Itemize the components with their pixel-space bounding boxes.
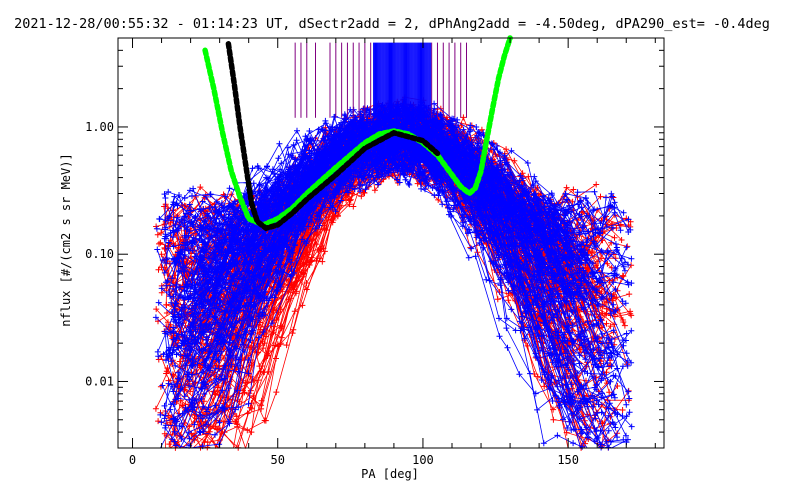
flux-point (503, 146, 510, 153)
flux-point (273, 389, 280, 396)
flux-point (358, 193, 365, 200)
flux-point (153, 306, 160, 313)
flux-point (154, 231, 161, 238)
flux-point (460, 114, 467, 121)
flux-point (604, 260, 611, 267)
flux-point (186, 423, 193, 430)
flux-point (163, 301, 170, 308)
flux-point (361, 190, 368, 196)
flux-point (378, 178, 385, 185)
flux-point (511, 157, 518, 164)
flux-point (550, 416, 557, 423)
flux-point (611, 313, 618, 320)
flux-point (568, 379, 575, 386)
flux-point (293, 137, 300, 144)
flux-point (158, 251, 165, 258)
flux-point (166, 441, 173, 448)
flux-point (621, 322, 628, 329)
flux-point (570, 186, 577, 193)
flux-point (155, 266, 162, 273)
flux-point (216, 425, 223, 432)
flux-point (593, 181, 600, 188)
flux-point (494, 296, 501, 303)
flux-point (260, 345, 267, 352)
chart-title: 2021-12-28/00:55:32 - 01:14:23 UT, dSect… (14, 16, 770, 32)
flux-point (256, 363, 263, 370)
flux-point (598, 255, 604, 262)
flux-point (156, 240, 162, 247)
flux-point (161, 221, 168, 228)
flux-point (179, 402, 186, 409)
flux-point (478, 126, 485, 133)
flux-point (618, 237, 625, 243)
flux-point (589, 249, 596, 256)
flux-point (524, 342, 531, 349)
flux-point (505, 297, 512, 304)
flux-point (262, 417, 269, 424)
flux-point (597, 193, 604, 200)
flux-point (550, 406, 557, 413)
plot-area (152, 35, 635, 451)
flux-point (620, 319, 627, 325)
flux-point (245, 390, 252, 397)
flux-point (624, 243, 631, 250)
flux-point (157, 239, 164, 246)
flux-point (197, 184, 204, 191)
flux-point (244, 427, 251, 434)
flux-point (152, 405, 159, 412)
flux-point (619, 407, 626, 413)
flux-point (163, 310, 170, 316)
flux-point (155, 418, 162, 425)
flux-point (534, 373, 541, 380)
flux-point (212, 423, 219, 430)
flux-point (599, 310, 606, 317)
flux-point (610, 251, 617, 258)
flux-point (628, 312, 635, 319)
flux-point (626, 291, 633, 298)
flux-point (276, 140, 283, 147)
